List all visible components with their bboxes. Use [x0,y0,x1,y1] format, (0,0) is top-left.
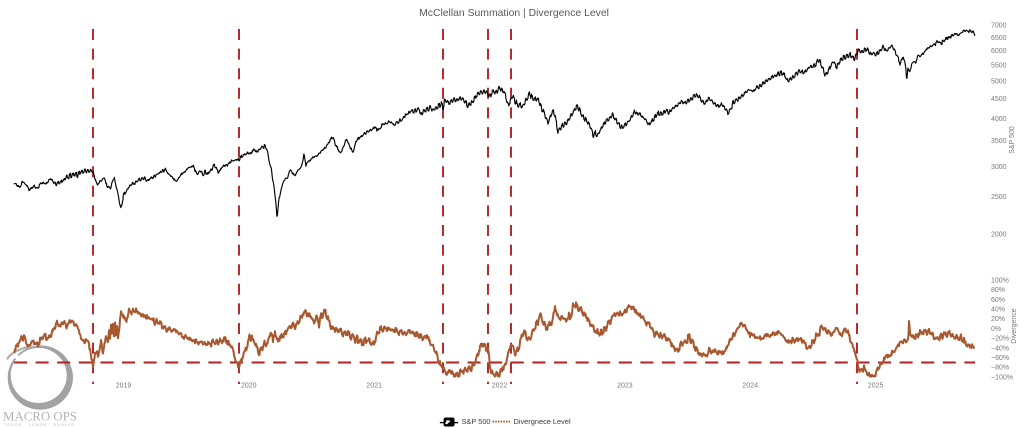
svg-text:0%: 0% [991,326,1001,333]
svg-text:60%: 60% [991,297,1005,304]
svg-text:2500: 2500 [991,194,1007,201]
svg-text:2023: 2023 [617,383,633,390]
svg-text:4000: 4000 [991,116,1007,123]
svg-text:6000: 6000 [991,48,1007,55]
svg-text:2022: 2022 [492,383,508,390]
svg-text:6500: 6500 [991,35,1007,42]
svg-text:2021: 2021 [366,383,382,390]
svg-text:−20%: −20% [991,336,1009,343]
svg-text:3000: 3000 [991,164,1007,171]
svg-text:−80%: −80% [991,365,1009,372]
svg-text:2024: 2024 [742,383,758,390]
svg-text:5000: 5000 [991,79,1007,86]
svg-text:2020: 2020 [241,383,257,390]
svg-text:−60%: −60% [991,355,1009,362]
svg-text:100%: 100% [991,277,1009,284]
svg-text:McClellan Summation | Divergen: McClellan Summation | Divergence Level [419,8,609,19]
svg-text:20%: 20% [991,316,1005,323]
svg-text:2000: 2000 [991,231,1007,238]
svg-text:S&P 500: S&P 500 [462,417,491,426]
svg-text:Divergnece Level: Divergnece Level [514,417,571,426]
svg-text:TRADE · LEARN · EVOLVE: TRADE · LEARN · EVOLVE [4,422,75,427]
svg-text:7000: 7000 [991,22,1007,29]
svg-text:−100%: −100% [991,374,1013,381]
svg-text:−40%: −40% [991,345,1009,352]
svg-text:5500: 5500 [991,63,1007,70]
svg-text:Divergence: Divergence [1011,308,1018,344]
svg-text:MACRO OPS: MACRO OPS [3,410,77,424]
svg-text:4500: 4500 [991,96,1007,103]
svg-text:40%: 40% [991,307,1005,314]
svg-text:2019: 2019 [116,383,132,390]
svg-text:S&P 500: S&P 500 [1009,126,1016,154]
svg-text:80%: 80% [991,287,1005,294]
svg-text:2025: 2025 [868,383,884,390]
svg-text:3500: 3500 [991,138,1007,145]
